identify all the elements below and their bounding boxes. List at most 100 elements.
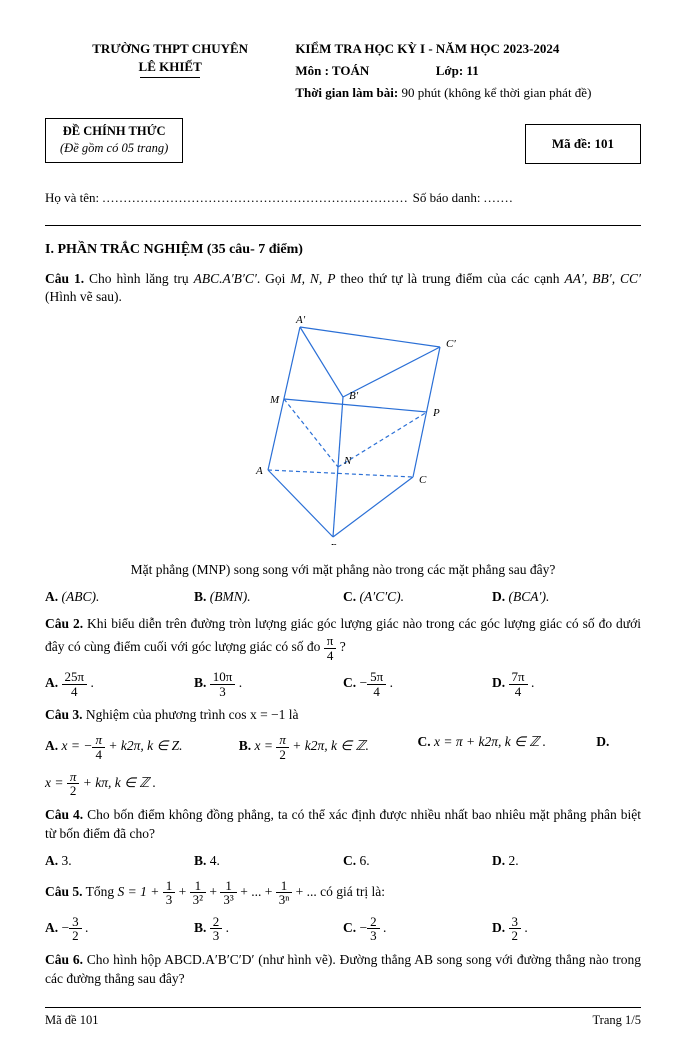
page-footer: Mã đề 101 Trang 1/5 [45,1007,641,1030]
q5-dots: + ... + [240,884,275,899]
subject-label: Môn : TOÁN [295,63,369,78]
q4-label: Câu 4. [45,807,83,822]
q3-d-line: x = π2 + kπ, k ∈ ℤ . [45,770,641,798]
q4-options: A. 3. B. 4. C. 6. D. 2. [45,852,641,871]
q1-text-c: theo thứ tự là trung điểm của các cạnh [335,271,564,286]
q3-opt-a: A. x = −π4 + k2π, k ∈ Z. [45,733,239,761]
q5-opt-c: C. −23 . [343,915,492,943]
q5-opt-d: D. 32 . [492,915,641,943]
q4-c-text: 6. [360,853,370,868]
q3-c-text: x = π + k2π, k ∈ ℤ . [434,734,546,749]
prism-figure: ABCA′B′C′MNP [45,315,641,551]
q5-opt-b: B. 23 . [194,915,343,943]
official-box-sub: (Đề gồm có 05 trang) [60,140,168,158]
q3-b-pre: x = [254,739,276,754]
svg-text:C: C [419,474,427,486]
q1-opt-c: C. (A′C′C). [343,588,492,607]
q1-end-text: Mặt phẳng (MNP) song song với mặt phẳng … [131,562,556,577]
q5-t3n: 1 [190,879,206,894]
svg-text:N: N [343,455,352,467]
q2-target-frac: π4 [324,634,337,662]
q1-c-text: (A′C′C). [360,589,405,604]
q1-label: Câu 1. [45,271,84,286]
q5-d-d: 2 [509,929,522,943]
q1-end: Mặt phẳng (MNP) song song với mặt phẳng … [45,561,641,580]
q2-options: A. 25π4 . B. 10π3 . C. −5π4 . D. 7π4 . [45,670,641,698]
q5-c-pre: − [360,920,368,935]
q5-d-n: 3 [509,915,522,930]
q5-b-d: 3 [210,929,223,943]
q1-text-a: Cho hình lăng trụ [84,271,193,286]
q5-opt-a: A. −32 . [45,915,194,943]
footer-right: Trang 1/5 [592,1012,641,1030]
q3-a-post: + k2π, k ∈ Z. [105,739,183,754]
official-box-top: ĐỀ CHÍNH THỨC [60,123,168,141]
q3-d-pre: x = [45,775,67,790]
q5-t4n: 1 [220,879,236,894]
q2-target-n: π [324,634,337,649]
q5-t4d: 3³ [220,893,236,907]
q2-b-n: 10π [210,670,236,685]
svg-text:P: P [432,407,440,419]
svg-text:A′: A′ [295,315,306,326]
school-line-2: LÊ KHIẾT [45,58,295,76]
q4-opt-d: D. 2. [492,852,641,871]
q1-mnp: M, N, P [290,271,335,286]
q5-t2n: 1 [163,879,176,894]
q1-text-d: (Hình vẽ sau). [45,289,122,304]
school-line-1: TRƯỜNG THPT CHUYÊN [45,40,295,58]
q1-prism: ABC.A′B′C′ [194,271,257,286]
q2-opt-b: B. 10π3 . [194,670,343,698]
footer-left: Mã đề 101 [45,1012,98,1030]
q1-b-text: (BMN). [210,589,251,604]
q3-opt-c: C. x = π + k2π, k ∈ ℤ . [418,733,597,761]
q5-t3d: 3² [190,893,206,907]
q3-b-post: + k2π, k ∈ ℤ. [289,739,369,754]
q2-c-d: 4 [367,685,386,699]
q3-a-pre: x = − [62,739,93,754]
exam-title: KIỂM TRA HỌC KỲ I - NĂM HỌC 2023-2024 [295,40,641,58]
q5-a-n: 3 [69,915,82,930]
sbd-dots: ....... [484,190,514,205]
code-box: Mã đề: 101 [525,124,641,164]
section-1-title: I. PHẦN TRẮC NGHIỆM (35 câu- 7 điểm) [45,240,641,260]
q3-b-d: 2 [276,748,289,762]
question-5: Câu 5. Tổng S = 1 + 13 + 13² + 13³ + ...… [45,879,641,907]
q4-b-text: 4. [210,853,220,868]
q2-qmark: ? [336,639,345,654]
q1-a-text: (ABC). [62,589,100,604]
question-3: Câu 3. Nghiệm của phương trình cos x = −… [45,706,641,725]
q5-text-a: Tổng [83,884,118,899]
q4-opt-b: B. 4. [194,852,343,871]
q3-opt-d: D. [596,733,641,761]
q4-d-text: 2. [509,853,519,868]
q1-edges: AA′, BB′, CC′ [565,271,642,286]
q2-b-d: 3 [210,685,236,699]
q2-d-n: 7π [509,670,528,685]
class-label: Lớp: 11 [436,63,479,78]
q3-a-d: 4 [92,748,105,762]
q5-series: S = 1 + [118,884,163,899]
sbd-label: Số báo danh: [413,190,481,205]
q4-opt-a: A. 3. [45,852,194,871]
q5-label: Câu 5. [45,884,83,899]
q2-label: Câu 2. [45,616,83,631]
q5-c-n: 2 [367,915,380,930]
q3-text: Nghiệm của phương trình cos x = −1 là [83,707,299,722]
q5-t2d: 3 [163,893,176,907]
prism-svg: ABCA′B′C′MNP [228,315,458,545]
q4-opt-c: C. 6. [343,852,492,871]
q2-opt-a: A. 25π4 . [45,670,194,698]
name-dots: ........................................… [102,190,412,205]
q2-d-d: 4 [509,685,528,699]
q5-a-d: 2 [69,929,82,943]
q3-a-n: π [92,733,105,748]
q2-a-d: 4 [62,685,88,699]
svg-text:B′: B′ [349,390,359,402]
svg-text:A: A [255,465,263,477]
q6-text: Cho hình hộp ABCD.A′B′C′D′ (như hình vẽ)… [45,952,641,986]
q2-opt-c: C. −5π4 . [343,670,492,698]
q6-label: Câu 6. [45,952,83,967]
q5-tail: + ... có giá trị là: [296,884,385,899]
q2-opt-d: D. 7π4 . [492,670,641,698]
